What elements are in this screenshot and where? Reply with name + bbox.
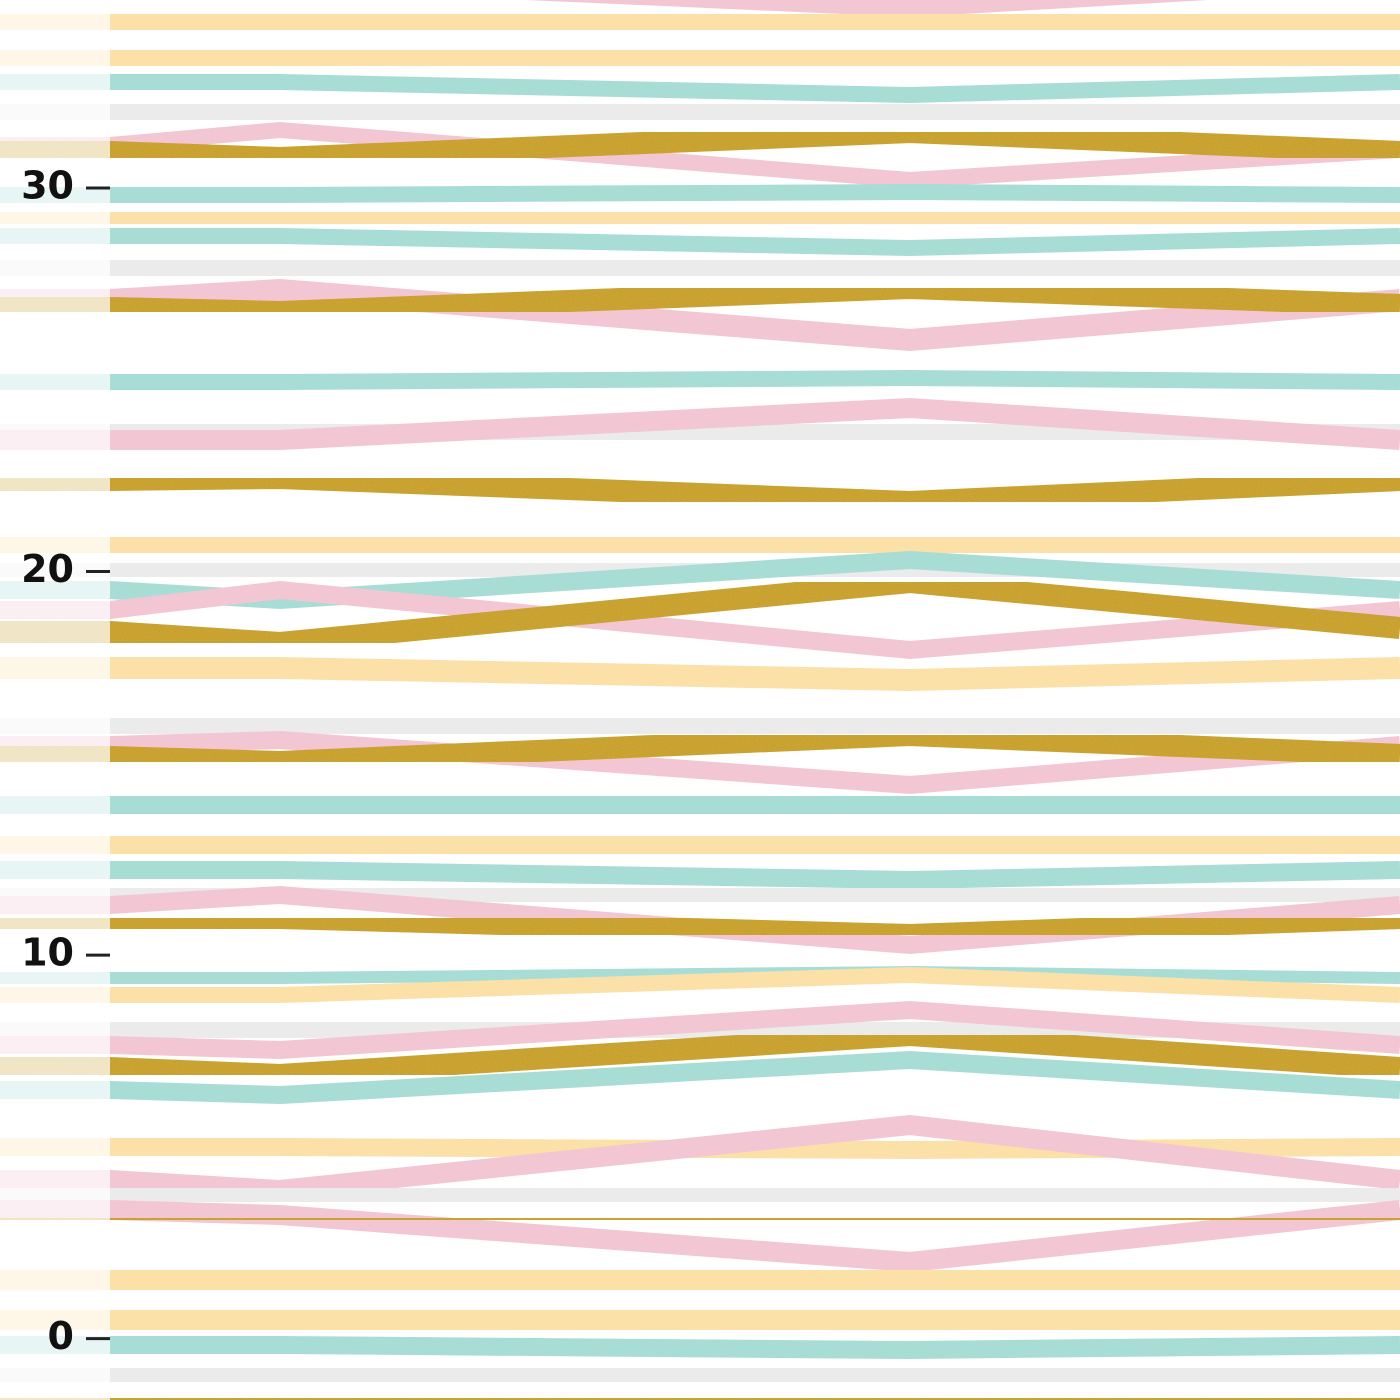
ruler-fade [0,0,110,1400]
stripe [0,369,1400,390]
stripe [0,183,1400,203]
ruler-label: 20 [21,547,74,591]
ruler-label: 0 [48,1314,74,1358]
ruler-label: 10 [21,931,74,975]
ruler: 0 10 20 30 [21,163,110,1358]
ruler-label: 30 [21,163,74,207]
glitter-stripe [0,1389,1400,1400]
glitter-stripe [0,1206,1400,1231]
stripe [0,861,1400,890]
stripe [0,657,1400,692]
stripe [0,1336,1400,1360]
